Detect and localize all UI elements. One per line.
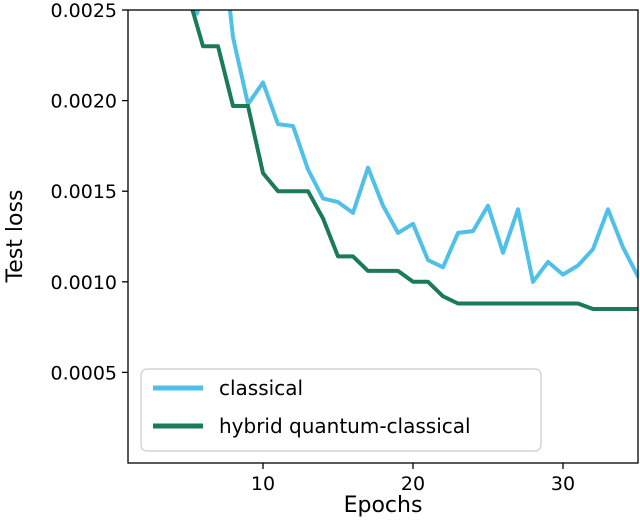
y-tick-label: 0.0005 [51, 362, 117, 384]
x-tick-label: 30 [551, 473, 575, 495]
x-axis-ticks: 10 20 30 [251, 463, 575, 495]
legend: classical hybrid quantum-classical [140, 368, 542, 452]
plot-frame [127, 9, 639, 464]
legend-label-classical: classical [219, 376, 303, 400]
series-line-hybrid [190, 10, 638, 311]
y-tick-label: 0.0020 [51, 91, 117, 113]
y-tick-label: 0.0025 [51, 0, 117, 22]
y-tick-label: 0.0015 [51, 181, 117, 203]
y-axis-ticks: 0.0005 0.0010 0.0015 0.0020 0.0025 [51, 0, 128, 384]
series-line-classical [194, 10, 638, 284]
y-tick-label: 0.0010 [51, 272, 117, 294]
x-axis-label: Epochs [344, 493, 423, 518]
legend-label-hybrid: hybrid quantum-classical [219, 414, 471, 438]
x-tick-label: 20 [401, 473, 425, 495]
x-tick-label: 10 [251, 473, 275, 495]
series-layer [190, 10, 638, 311]
legend-box [140, 368, 542, 452]
y-axis-label: Test loss [3, 190, 28, 284]
